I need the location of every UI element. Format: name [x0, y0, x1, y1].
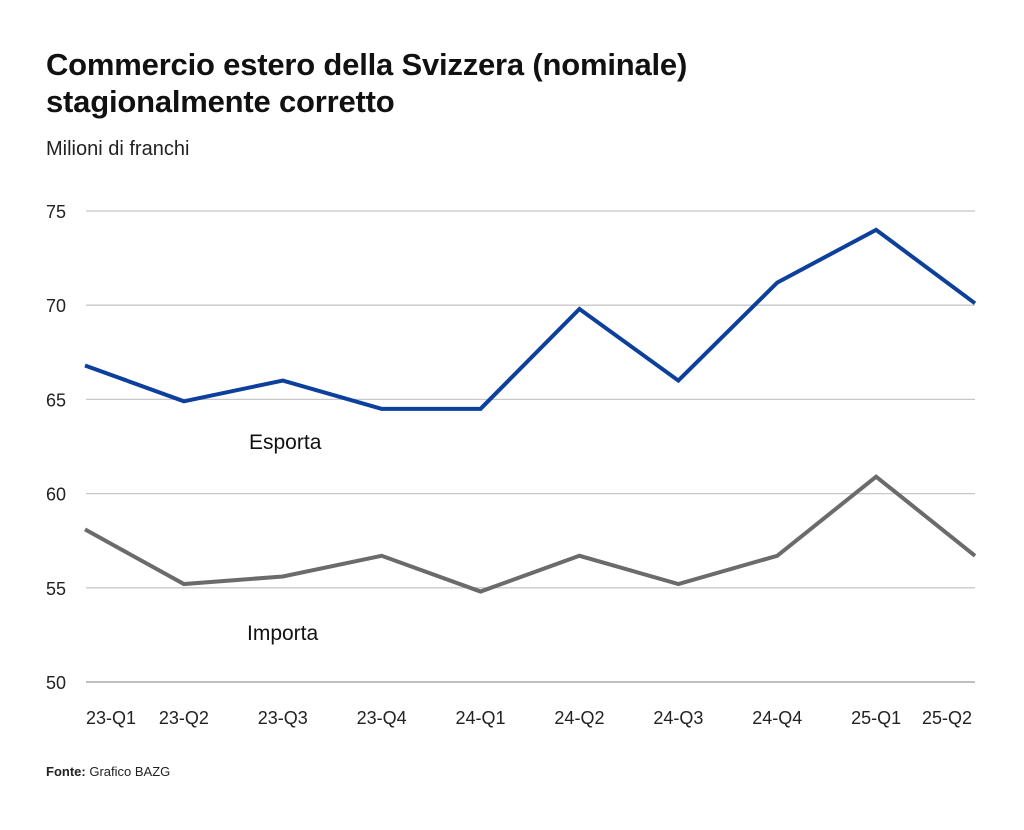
series-label-importa: Importa: [247, 622, 319, 645]
x-tick-label: 24-Q4: [752, 708, 802, 728]
y-tick-label: 75: [46, 202, 66, 222]
y-tick-label: 55: [46, 579, 66, 599]
x-tick-label: 23-Q4: [357, 708, 407, 728]
x-tick-label: 25-Q1: [851, 708, 901, 728]
x-tick-label: 23-Q2: [159, 708, 209, 728]
chart-subtitle: Milioni di franchi: [46, 138, 190, 160]
x-tick-label: 24-Q3: [653, 708, 703, 728]
y-tick-label: 70: [46, 296, 66, 316]
series-label-esporta: Esporta: [249, 431, 322, 454]
chart-title: Commercio estero della Svizzera (nominal…: [46, 46, 986, 120]
x-tick-label: 23-Q1: [86, 708, 136, 728]
y-tick-label: 65: [46, 390, 66, 410]
series-line-esporta: [84, 227, 977, 411]
x-tick-label: 24-Q2: [554, 708, 604, 728]
y-tick-label: 60: [46, 485, 66, 505]
chart-title-line1: Commercio estero della Svizzera (nominal…: [46, 47, 688, 82]
x-tick-label: 25-Q2: [922, 708, 972, 728]
series-line-importa: [84, 474, 977, 594]
source-text: Grafico BAZG: [89, 764, 171, 779]
x-tick-label: 23-Q3: [258, 708, 308, 728]
x-tick-label: 24-Q1: [456, 708, 506, 728]
chart-title-line2: stagionalmente corretto: [46, 84, 395, 119]
source-label: Fonte:: [46, 764, 86, 779]
source-note: Fonte: Grafico BAZG: [46, 764, 170, 779]
y-tick-label: 50: [46, 673, 66, 693]
